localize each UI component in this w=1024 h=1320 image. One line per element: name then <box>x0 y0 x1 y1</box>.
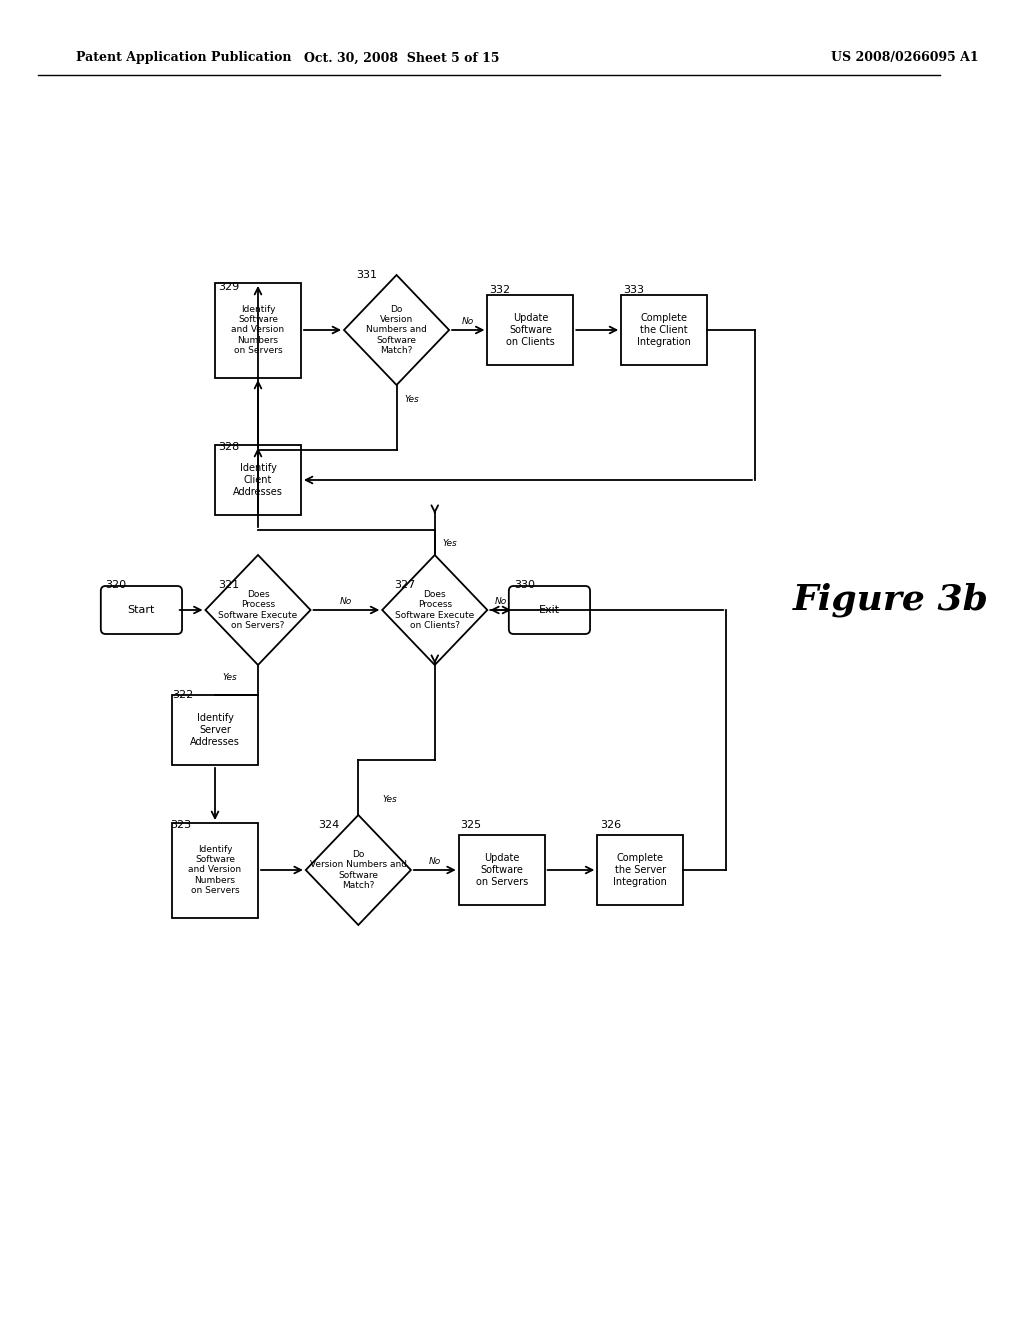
Text: Does
Process
Software Execute
on Servers?: Does Process Software Execute on Servers… <box>218 590 298 630</box>
Text: Patent Application Publication: Patent Application Publication <box>77 51 292 65</box>
Text: Figure 3b: Figure 3b <box>794 582 989 618</box>
Text: 325: 325 <box>461 820 481 830</box>
Text: 332: 332 <box>489 285 510 294</box>
Bar <box>622 294 708 366</box>
Text: US 2008/0266095 A1: US 2008/0266095 A1 <box>831 51 979 65</box>
Bar <box>172 696 258 766</box>
Text: Start: Start <box>128 605 155 615</box>
Text: No: No <box>495 598 507 606</box>
Text: Identify
Client
Addresses: Identify Client Addresses <box>233 463 283 496</box>
Bar <box>459 836 545 906</box>
Bar <box>172 822 258 917</box>
Text: Identify
Software
and Version
Numbers
on Servers: Identify Software and Version Numbers on… <box>188 845 242 895</box>
Bar <box>215 445 301 515</box>
Text: 326: 326 <box>600 820 622 830</box>
Text: No: No <box>462 318 474 326</box>
Text: 331: 331 <box>356 271 378 280</box>
Text: 327: 327 <box>394 579 416 590</box>
Text: 333: 333 <box>623 285 644 294</box>
Text: 323: 323 <box>170 820 191 830</box>
Text: Do
Version Numbers and
Software
Match?: Do Version Numbers and Software Match? <box>310 850 407 890</box>
Text: 328: 328 <box>218 442 240 451</box>
Text: Update
Software
on Servers: Update Software on Servers <box>475 854 527 887</box>
Text: Do
Version
Numbers and
Software
Match?: Do Version Numbers and Software Match? <box>367 305 427 355</box>
Text: Yes: Yes <box>442 539 457 548</box>
Text: Identify
Server
Addresses: Identify Server Addresses <box>190 713 240 747</box>
Text: 324: 324 <box>318 820 339 830</box>
Text: Complete
the Client
Integration: Complete the Client Integration <box>637 313 691 347</box>
Text: 320: 320 <box>105 579 126 590</box>
Text: Yes: Yes <box>382 796 397 804</box>
Text: Exit: Exit <box>539 605 560 615</box>
Text: Yes: Yes <box>222 672 237 681</box>
Text: Update
Software
on Clients: Update Software on Clients <box>506 313 555 347</box>
Text: 329: 329 <box>218 282 240 292</box>
Text: 321: 321 <box>218 579 239 590</box>
Text: 322: 322 <box>172 690 194 700</box>
Text: Does
Process
Software Execute
on Clients?: Does Process Software Execute on Clients… <box>395 590 474 630</box>
Text: 330: 330 <box>514 579 536 590</box>
Text: Identify
Software
and Version
Numbers
on Servers: Identify Software and Version Numbers on… <box>231 305 285 355</box>
Bar <box>215 282 301 378</box>
Text: Yes: Yes <box>404 396 419 404</box>
Text: Complete
the Server
Integration: Complete the Server Integration <box>613 854 668 887</box>
Bar <box>597 836 683 906</box>
Text: No: No <box>340 598 352 606</box>
Text: Oct. 30, 2008  Sheet 5 of 15: Oct. 30, 2008 Sheet 5 of 15 <box>303 51 499 65</box>
Bar <box>487 294 573 366</box>
Text: No: No <box>429 858 441 866</box>
